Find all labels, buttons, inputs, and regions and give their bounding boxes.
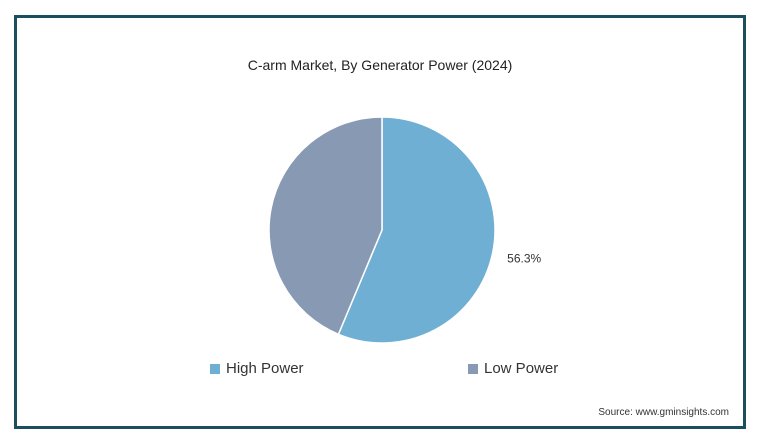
source-note: Source: www.gminsights.com bbox=[598, 407, 729, 418]
legend-swatch-high-power bbox=[210, 363, 220, 374]
legend-item-high-power: High Power bbox=[210, 360, 304, 377]
pie-slice-high-power bbox=[337, 116, 496, 344]
chart-title: C-arm Market, By Generator Power (2024) bbox=[247, 57, 513, 73]
pie-slice-low-power bbox=[268, 116, 383, 336]
chart-frame: C-arm Market, By Generator Power (2024) … bbox=[14, 15, 746, 429]
legend-label-high-power: High Power bbox=[226, 360, 304, 377]
data-label-high-power: 56.3% bbox=[507, 252, 541, 266]
pie-chart: 56.3% bbox=[268, 116, 542, 344]
legend-label-low-power: Low Power bbox=[484, 360, 559, 377]
legend-swatch-low-power bbox=[468, 363, 478, 374]
legend-item-low-power: Low Power bbox=[468, 360, 558, 377]
